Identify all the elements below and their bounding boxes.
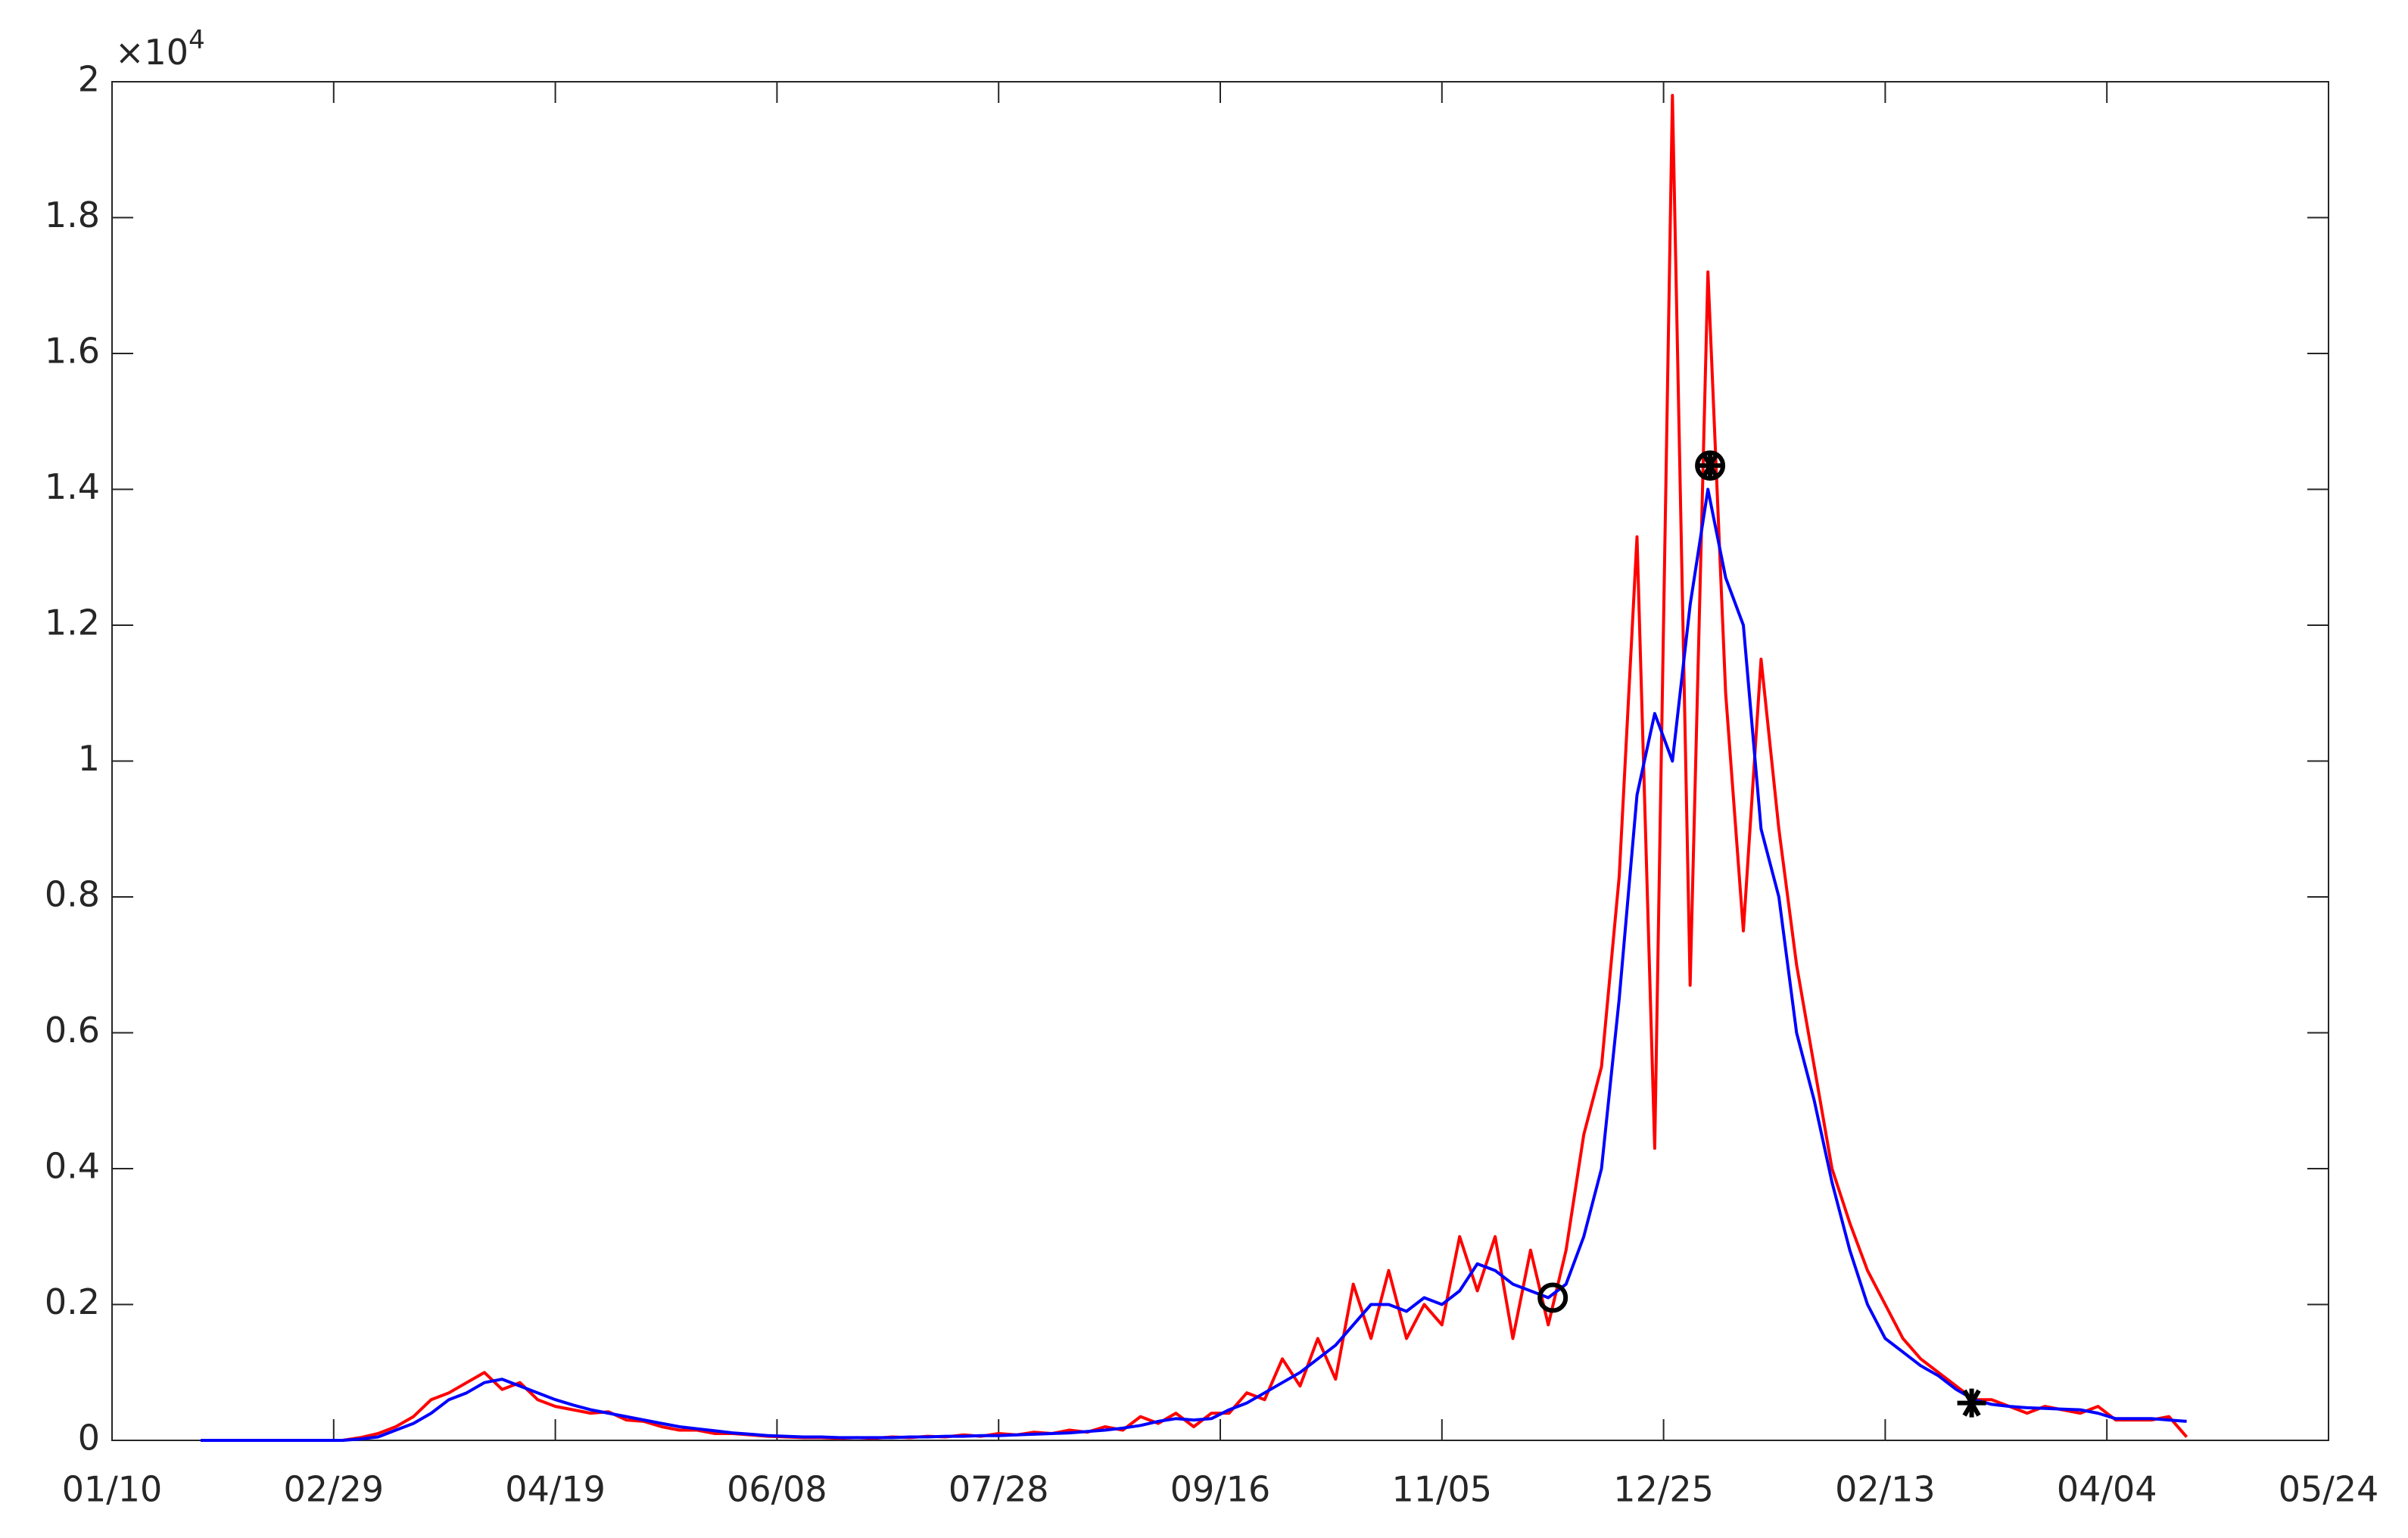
y-tick-label: 0.2 — [45, 1281, 100, 1322]
x-tick-label: 09/16 — [1170, 1469, 1271, 1510]
x-tick-label: 02/13 — [1835, 1469, 1936, 1510]
y-tick-label: 0.6 — [45, 1010, 100, 1051]
x-tick-label: 11/05 — [1392, 1469, 1493, 1510]
series-line — [201, 94, 2188, 1442]
x-tick-label: 05/24 — [2279, 1469, 2379, 1510]
x-tick-label: 07/28 — [949, 1469, 1049, 1510]
y-tick-label: 0.4 — [45, 1146, 100, 1187]
x-tick-label: 04/19 — [505, 1469, 606, 1510]
x-tick-label: 04/04 — [2057, 1469, 2157, 1510]
y-tick-label: 1.6 — [45, 331, 100, 372]
series-line — [201, 487, 2187, 1442]
x-tick-label: 01/10 — [62, 1469, 163, 1510]
x-tick-label: 02/29 — [284, 1469, 385, 1510]
exponent-power: 4 — [188, 25, 205, 55]
exponent-base: ×10 — [115, 32, 188, 73]
axes-box — [111, 81, 2329, 1441]
y-exponent: ×104 — [115, 25, 205, 73]
y-tick-label: 2 — [78, 59, 100, 100]
x-tick-label: 12/25 — [1613, 1469, 1714, 1510]
y-tick-label: 1.8 — [45, 195, 100, 235]
y-tick-label: 1 — [78, 738, 100, 779]
y-tick-label: 1.4 — [45, 466, 100, 507]
marker — [1537, 1282, 1568, 1313]
x-tick-label: 06/08 — [727, 1469, 827, 1510]
y-tick-label: 0 — [78, 1418, 100, 1459]
y-tick-label: 1.2 — [45, 602, 100, 643]
y-tick-label: 0.8 — [45, 874, 100, 915]
